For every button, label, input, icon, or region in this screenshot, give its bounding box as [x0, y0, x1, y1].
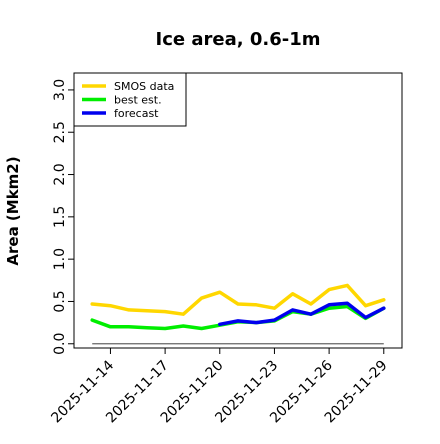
chart-title: Ice area, 0.6-1m — [156, 29, 321, 50]
plot-frame — [73, 72, 403, 349]
legend-label: best est. — [114, 94, 162, 107]
series-line-forecast — [218, 301, 386, 327]
y-tick-label: 2.5 — [52, 121, 68, 143]
plot-area — [90, 283, 386, 345]
y-tick-label: 1.5 — [52, 206, 68, 228]
y-tick-label: 2.0 — [52, 163, 68, 185]
series-line-smos-data — [90, 283, 386, 316]
y-axis-label: Area (Mkm2) — [4, 156, 22, 265]
legend-label: SMOS data — [114, 80, 174, 93]
legend-label: forecast — [114, 107, 159, 120]
y-tick-label: 0.5 — [52, 290, 68, 312]
y-tick-label: 3.0 — [52, 79, 68, 101]
y-tick-label: 1.0 — [52, 248, 68, 270]
y-tick-label: 0.0 — [52, 333, 68, 355]
